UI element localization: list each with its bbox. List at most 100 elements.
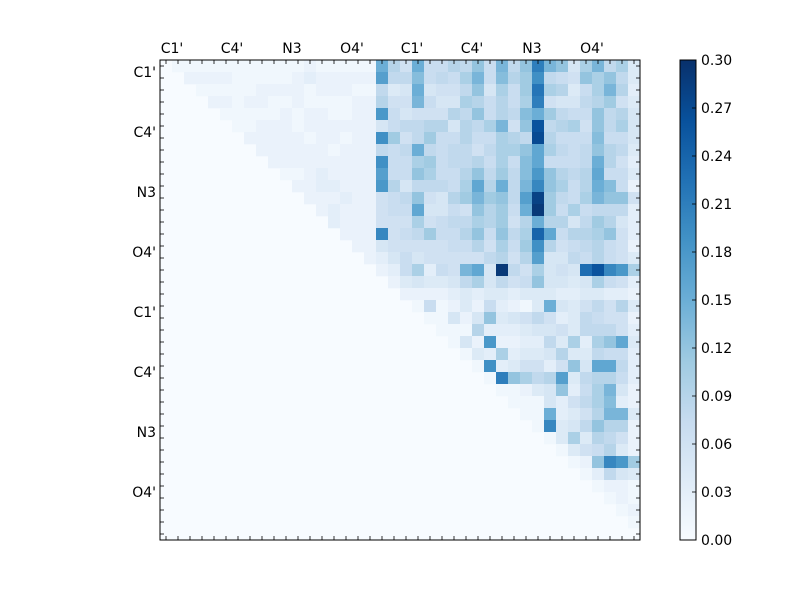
heatmap-cell	[316, 108, 329, 121]
heatmap-cell	[592, 132, 605, 145]
heatmap-cell	[556, 144, 569, 157]
heatmap-cell	[400, 144, 413, 157]
heatmap-cell	[316, 168, 329, 181]
heatmap-cell	[604, 240, 617, 253]
heatmap-cell	[448, 312, 461, 325]
heatmap-cell	[604, 228, 617, 241]
heatmap-cell	[424, 180, 437, 193]
heatmap-cell	[556, 252, 569, 265]
heatmap-cell	[484, 228, 497, 241]
heatmap-cell	[544, 312, 557, 325]
heatmap-cell	[556, 216, 569, 229]
heatmap-cell	[580, 432, 593, 445]
heatmap-cell	[472, 60, 485, 73]
heatmap-cell	[520, 72, 533, 85]
y-tick-label: C1'	[133, 65, 156, 81]
heatmap-cell	[580, 300, 593, 313]
heatmap-cell	[496, 84, 509, 97]
heatmap-cell	[412, 288, 425, 301]
heatmap-cell	[340, 168, 353, 181]
heatmap-cell	[508, 252, 521, 265]
heatmap-cell	[628, 288, 641, 301]
heatmap-cell	[400, 192, 413, 205]
heatmap-cell	[256, 144, 269, 157]
heatmap-cell	[484, 72, 497, 85]
heatmap-cell	[448, 288, 461, 301]
heatmap-cell	[628, 192, 641, 205]
heatmap-cell	[568, 60, 581, 73]
heatmap-cell	[400, 72, 413, 85]
heatmap-cell	[628, 264, 641, 277]
heatmap-cell	[580, 132, 593, 145]
heatmap-cell	[472, 300, 485, 313]
heatmap-cell	[244, 132, 257, 145]
heatmap-cell	[256, 84, 269, 97]
heatmap-cell	[496, 144, 509, 157]
heatmap-cell	[304, 96, 317, 109]
heatmap-cell	[508, 156, 521, 169]
heatmap-cell	[364, 192, 377, 205]
heatmap-cell	[532, 384, 545, 397]
heatmap-cell	[448, 120, 461, 133]
heatmap-cell	[580, 348, 593, 361]
heatmap-cell	[580, 156, 593, 169]
heatmap-cell	[544, 396, 557, 409]
heatmap-cell	[340, 60, 353, 73]
heatmap-cell	[412, 108, 425, 121]
heatmap-cell	[556, 420, 569, 433]
x-tick-label: N3	[522, 41, 541, 57]
heatmap-cell	[340, 216, 353, 229]
heatmap-cell	[328, 192, 341, 205]
heatmap-cell	[388, 240, 401, 253]
heatmap-cell	[532, 60, 545, 73]
heatmap-cell	[232, 60, 245, 73]
heatmap-cell	[544, 288, 557, 301]
heatmap-cell	[568, 252, 581, 265]
heatmap-cell	[628, 84, 641, 97]
heatmap-cell	[484, 156, 497, 169]
heatmap-cell	[592, 96, 605, 109]
heatmap-cell	[364, 72, 377, 85]
heatmap-cell	[376, 216, 389, 229]
heatmap-cell	[268, 156, 281, 169]
heatmap-cell	[616, 60, 629, 73]
heatmap-cell	[436, 192, 449, 205]
heatmap-cell	[268, 96, 281, 109]
heatmap-cell	[604, 492, 617, 505]
heatmap-cell	[532, 288, 545, 301]
heatmap-cell	[544, 336, 557, 349]
heatmap-cell	[340, 228, 353, 241]
heatmap-cell	[580, 288, 593, 301]
heatmap-cell	[316, 84, 329, 97]
heatmap-cell	[436, 84, 449, 97]
colorbar-tick-label: 0.09	[701, 389, 732, 405]
heatmap-cell	[340, 120, 353, 133]
heatmap-cell	[268, 72, 281, 85]
heatmap-cell	[196, 84, 209, 97]
heatmap-cell	[616, 384, 629, 397]
heatmap-cell	[604, 396, 617, 409]
heatmap-cell	[616, 288, 629, 301]
heatmap-cell	[472, 120, 485, 133]
heatmap-cell	[544, 204, 557, 217]
heatmap-cell	[484, 288, 497, 301]
heatmap-cell	[436, 144, 449, 157]
heatmap-cell	[352, 240, 365, 253]
heatmap-cell	[616, 216, 629, 229]
heatmap-cell	[544, 300, 557, 313]
heatmap-cell	[556, 444, 569, 457]
heatmap-cell	[208, 60, 221, 73]
heatmap-cell	[568, 408, 581, 421]
heatmap-cell	[400, 216, 413, 229]
heatmap-cell	[436, 108, 449, 121]
heatmap-cell	[556, 276, 569, 289]
heatmap-cell	[376, 264, 389, 277]
heatmap-cell	[628, 468, 641, 481]
heatmap-cell	[340, 72, 353, 85]
heatmap-cell	[256, 72, 269, 85]
heatmap-cell	[616, 144, 629, 157]
heatmap-cell	[496, 180, 509, 193]
heatmap-cell	[268, 84, 281, 97]
heatmap-cell	[568, 336, 581, 349]
heatmap-cell	[292, 84, 305, 97]
